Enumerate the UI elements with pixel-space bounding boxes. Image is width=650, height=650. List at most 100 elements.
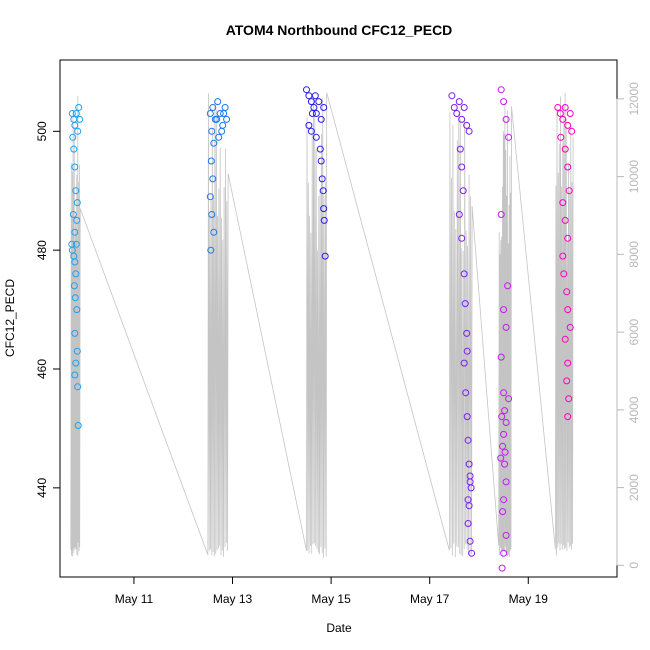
data-point — [305, 92, 313, 100]
y2-tick-label: 2000 — [627, 474, 641, 501]
y2-tick-label: 4000 — [627, 396, 641, 423]
x-tick-label: May 13 — [213, 592, 253, 606]
data-point — [317, 157, 325, 165]
data-point — [463, 347, 471, 355]
data-point — [561, 104, 569, 111]
y-tick-label: 460 — [35, 359, 49, 379]
data-point — [221, 104, 229, 111]
data-point — [560, 270, 568, 278]
data-point — [73, 347, 81, 355]
data-point — [565, 187, 573, 195]
data-point — [463, 121, 471, 129]
data-point — [564, 234, 572, 242]
data-point — [559, 199, 567, 207]
data-point — [462, 389, 470, 397]
data-point — [500, 549, 508, 557]
data-point — [448, 92, 456, 100]
data-point — [206, 110, 214, 117]
data-point — [71, 258, 79, 266]
y2-tick-label: 12000 — [627, 82, 641, 116]
altitude-trace — [70, 92, 574, 558]
data-point — [561, 216, 569, 224]
data-point — [458, 163, 466, 171]
data-point — [455, 211, 463, 218]
data-point — [505, 395, 513, 403]
data-point — [70, 115, 78, 123]
data-point — [73, 216, 81, 224]
data-point — [502, 115, 510, 123]
data-point — [71, 121, 79, 129]
data-point — [75, 104, 83, 111]
data-point — [214, 98, 222, 106]
data-point — [502, 419, 510, 426]
data-point — [72, 110, 80, 117]
data-point — [498, 413, 506, 421]
data-point — [500, 98, 508, 106]
data-point — [70, 145, 78, 153]
y2-tick-label: 8000 — [627, 241, 641, 268]
x-tick-label: May 11 — [115, 592, 154, 606]
data-point — [312, 133, 320, 141]
data-point — [564, 359, 572, 367]
data-point — [456, 145, 464, 153]
data-point — [450, 104, 458, 111]
data-point — [502, 478, 510, 486]
data-point — [210, 139, 218, 147]
data-point — [223, 115, 231, 123]
data-point — [500, 430, 508, 438]
data-point — [321, 252, 329, 260]
data-point — [464, 496, 472, 504]
x-tick-label: May 19 — [509, 592, 549, 606]
data-point — [72, 240, 80, 248]
x-tick-label: May 15 — [311, 592, 351, 606]
data-point — [566, 323, 574, 331]
data-point — [318, 175, 326, 183]
data-point — [564, 306, 572, 314]
points-layer — [68, 86, 576, 572]
chart-title: ATOM4 Northbound CFC12_PECD — [226, 22, 453, 38]
data-point — [568, 127, 576, 135]
data-point — [453, 110, 461, 117]
data-point — [69, 211, 77, 218]
data-point — [497, 86, 505, 94]
data-point — [563, 377, 571, 385]
data-point — [316, 145, 324, 153]
data-point — [303, 86, 310, 94]
data-point — [498, 564, 506, 572]
data-point — [463, 329, 471, 337]
data-point — [218, 127, 226, 135]
data-point — [320, 205, 328, 213]
data-point — [464, 520, 472, 527]
data-point — [460, 359, 468, 367]
data-point — [501, 448, 509, 456]
data-point — [215, 133, 223, 141]
data-point — [557, 133, 565, 141]
data-point — [561, 145, 569, 153]
data-point — [312, 110, 320, 117]
data-point — [213, 115, 221, 123]
data-point — [72, 359, 80, 367]
data-point — [565, 395, 573, 403]
data-point — [208, 127, 216, 135]
data-point — [73, 199, 81, 207]
data-point — [74, 127, 82, 135]
data-point — [71, 371, 79, 379]
data-point — [69, 133, 77, 141]
data-point — [206, 193, 214, 201]
secondary-y-axis: 0 2000 4000 6000 8000 10000 12000 — [616, 82, 641, 569]
data-point — [72, 187, 80, 195]
data-point — [461, 300, 469, 308]
data-point — [74, 383, 82, 391]
data-point — [465, 460, 473, 468]
data-point — [505, 133, 513, 141]
data-point — [559, 252, 567, 260]
data-point — [501, 460, 509, 468]
x-axis-label: Date — [326, 621, 352, 635]
data-point — [307, 127, 315, 135]
data-point — [466, 537, 474, 545]
data-point — [311, 92, 319, 100]
data-point — [460, 104, 468, 111]
data-point — [499, 508, 507, 516]
data-point — [563, 288, 571, 296]
data-point — [499, 442, 507, 450]
